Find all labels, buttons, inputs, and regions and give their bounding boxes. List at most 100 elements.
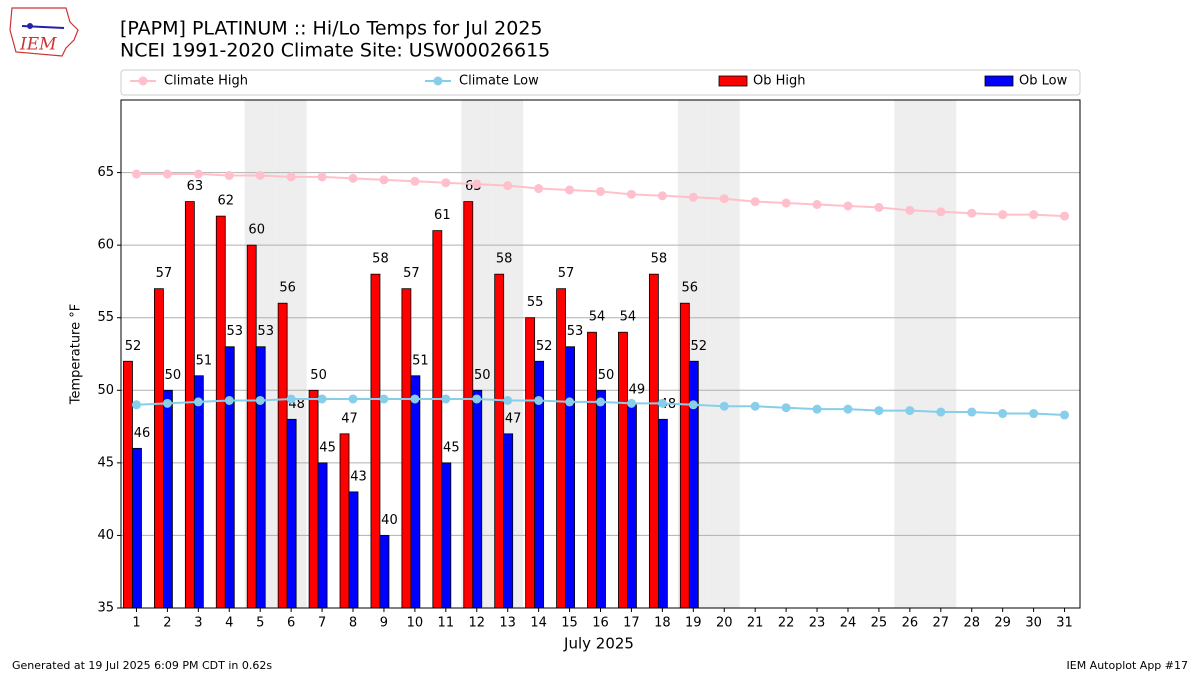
value-label: 53 xyxy=(257,324,274,339)
x-tick-label: 22 xyxy=(778,616,795,631)
bar xyxy=(463,201,474,609)
marker xyxy=(317,172,327,182)
marker xyxy=(781,198,791,208)
x-tick-label: 21 xyxy=(747,616,764,631)
value-label: 52 xyxy=(125,339,142,354)
value-label: 53 xyxy=(567,324,584,339)
marker xyxy=(224,170,234,180)
marker xyxy=(750,197,760,207)
marker xyxy=(441,178,451,188)
bar xyxy=(618,331,628,609)
marker xyxy=(534,395,544,405)
marker xyxy=(936,407,946,417)
bar xyxy=(163,389,173,609)
marker xyxy=(1060,410,1070,420)
x-tick-label: 18 xyxy=(654,616,671,631)
bar xyxy=(317,462,328,609)
x-tick-label: 30 xyxy=(1025,616,1042,631)
marker xyxy=(379,175,389,185)
marker xyxy=(812,200,822,210)
value-label: 53 xyxy=(227,324,244,339)
bar xyxy=(556,288,566,609)
bar xyxy=(286,418,297,609)
value-label: 58 xyxy=(651,252,668,267)
marker xyxy=(441,394,451,404)
value-label: 49 xyxy=(629,382,646,397)
x-tick-label: 10 xyxy=(407,616,424,631)
marker xyxy=(193,169,203,179)
marker xyxy=(131,169,141,179)
bar xyxy=(410,375,421,609)
logo-text: IEM xyxy=(19,35,57,55)
y-axis-label: Temperature °F xyxy=(69,304,84,405)
y-tick-label: 40 xyxy=(97,528,114,543)
chart-title: [PAPM] PLATINUM :: Hi/Lo Temps for Jul 2… xyxy=(120,18,543,40)
marker xyxy=(286,394,296,404)
value-label: 54 xyxy=(589,310,606,325)
x-tick-label: 26 xyxy=(902,616,919,631)
bar xyxy=(132,447,142,609)
marker xyxy=(905,205,915,215)
bar xyxy=(657,418,668,609)
x-tick-label: 23 xyxy=(809,616,826,631)
x-tick-label: 28 xyxy=(963,616,980,631)
x-tick-label: 13 xyxy=(499,616,516,631)
value-label: 47 xyxy=(505,411,522,426)
x-tick-label: 7 xyxy=(318,616,326,631)
marker xyxy=(843,201,853,211)
marker xyxy=(719,401,729,411)
marker xyxy=(317,394,327,404)
legend-label: Ob Low xyxy=(1019,74,1068,89)
value-label: 57 xyxy=(558,266,575,281)
marker xyxy=(410,176,420,186)
x-tick-label: 19 xyxy=(685,616,702,631)
marker xyxy=(1060,211,1070,221)
bar xyxy=(277,302,288,609)
bar xyxy=(193,375,204,609)
value-label: 52 xyxy=(691,339,708,354)
value-label: 50 xyxy=(598,368,615,383)
value-label: 50 xyxy=(310,368,327,383)
bar xyxy=(679,302,690,609)
marker xyxy=(657,398,667,408)
y-tick-label: 45 xyxy=(97,455,114,470)
bar xyxy=(503,433,514,609)
marker xyxy=(503,395,513,405)
y-tick-label: 50 xyxy=(97,383,114,398)
marker xyxy=(719,194,729,204)
legend-swatch xyxy=(718,75,748,87)
legend-marker xyxy=(138,76,148,86)
marker xyxy=(781,403,791,413)
marker xyxy=(626,398,636,408)
marker xyxy=(967,208,977,218)
bar xyxy=(184,201,195,609)
footer-right: IEM Autoplot App #17 xyxy=(1067,659,1189,672)
marker xyxy=(750,401,760,411)
x-tick-label: 5 xyxy=(256,616,264,631)
marker xyxy=(565,185,575,195)
value-label: 57 xyxy=(156,266,173,281)
y-tick-label: 60 xyxy=(97,238,114,253)
bar xyxy=(472,389,483,609)
marker xyxy=(348,173,358,183)
marker xyxy=(224,395,234,405)
bar xyxy=(255,346,266,609)
value-label: 58 xyxy=(372,252,389,267)
value-label: 60 xyxy=(248,223,265,238)
x-tick-label: 3 xyxy=(194,616,202,631)
value-label: 57 xyxy=(403,266,420,281)
bar xyxy=(432,230,443,609)
value-label: 51 xyxy=(196,353,213,368)
marker xyxy=(472,179,482,189)
legend-box xyxy=(120,69,1081,96)
bar xyxy=(494,273,505,609)
bar xyxy=(246,244,257,609)
marker xyxy=(874,202,884,212)
marker xyxy=(255,395,265,405)
bar xyxy=(565,346,575,609)
y-tick-label: 65 xyxy=(97,165,114,180)
marker xyxy=(379,394,389,404)
marker xyxy=(534,184,544,194)
marker xyxy=(410,394,420,404)
marker xyxy=(193,397,203,407)
